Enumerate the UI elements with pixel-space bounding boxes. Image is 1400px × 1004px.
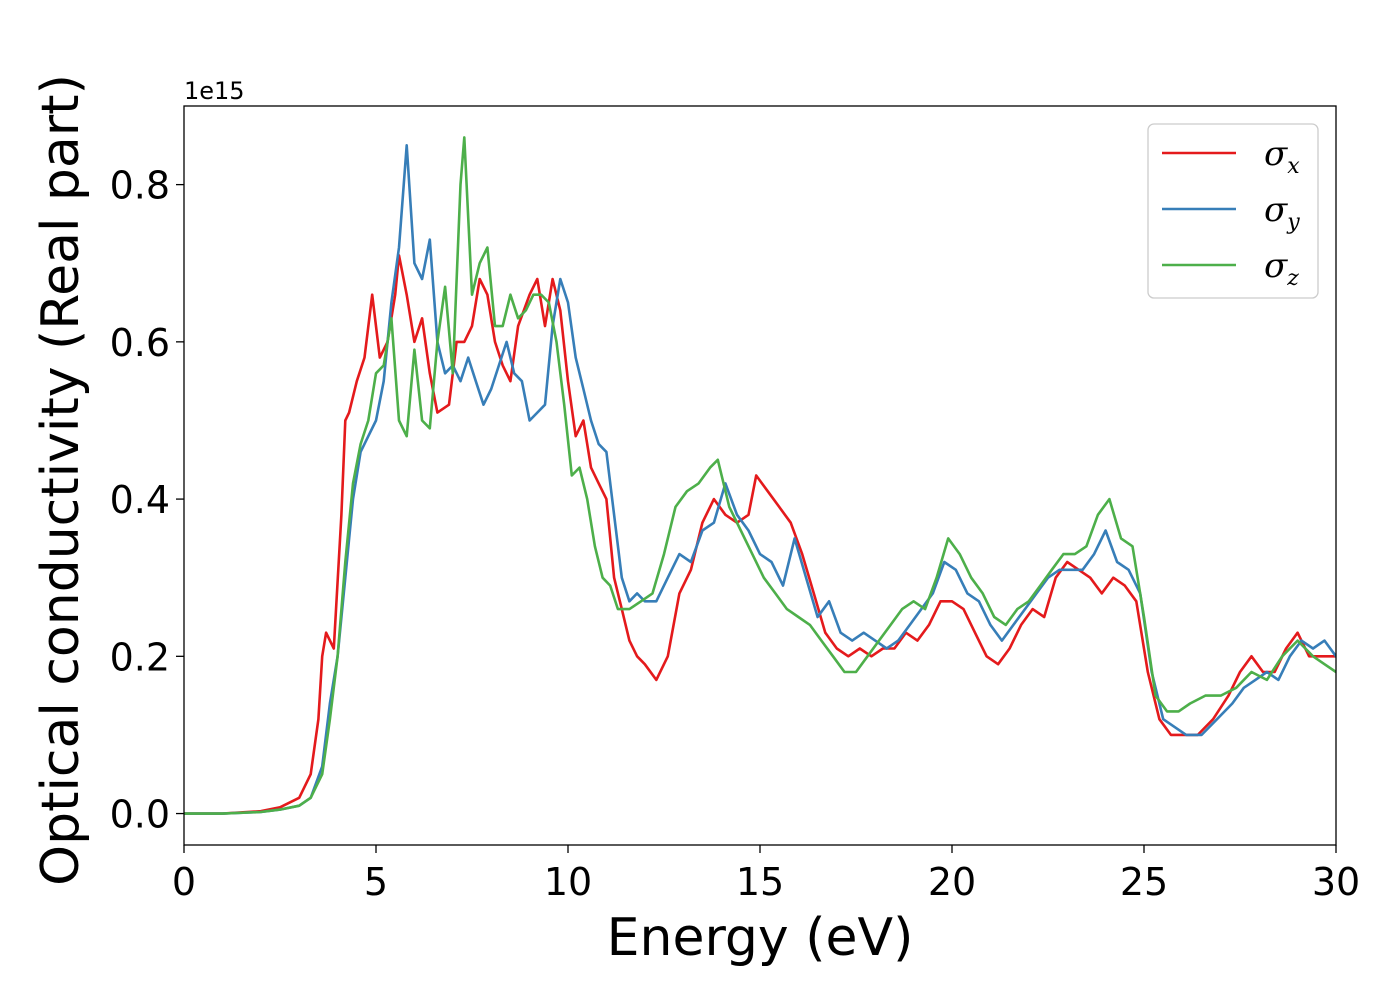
x-tick-label: 20 bbox=[928, 860, 976, 904]
series-line-y bbox=[184, 144, 1336, 815]
legend-label-z: σz bbox=[1264, 246, 1299, 291]
y-tick-label: 0.4 bbox=[110, 478, 170, 522]
x-tick-label: 30 bbox=[1312, 860, 1360, 904]
y-tick-label: 0.6 bbox=[110, 321, 170, 365]
legend-label-x: σx bbox=[1264, 134, 1300, 179]
y-offset-text: 1e15 bbox=[184, 77, 245, 105]
x-axis-title: Energy (eV) bbox=[607, 908, 914, 968]
y-tick-label: 0.2 bbox=[110, 635, 170, 679]
x-tick-label: 15 bbox=[736, 860, 784, 904]
y-tick-label: 0.0 bbox=[110, 793, 170, 837]
x-tick-label: 5 bbox=[364, 860, 388, 904]
series-line-x bbox=[184, 254, 1336, 815]
y-tick-label: 0.8 bbox=[110, 164, 170, 208]
legend-frame bbox=[1147, 123, 1319, 299]
series-line-z bbox=[184, 136, 1336, 815]
legend-label-y: σy bbox=[1264, 190, 1300, 235]
x-tick-label: 0 bbox=[172, 860, 196, 904]
y-axis: 0.0 0.2 0.4 0.6 0.8 bbox=[110, 164, 184, 837]
legend: σx σy σz bbox=[1147, 123, 1319, 299]
x-axis: 0 5 10 15 20 25 30 bbox=[172, 845, 1360, 904]
x-tick-label: 25 bbox=[1120, 860, 1168, 904]
y-axis-title: Optical conductivity (Real part) bbox=[31, 74, 91, 886]
x-tick-label: 10 bbox=[544, 860, 592, 904]
